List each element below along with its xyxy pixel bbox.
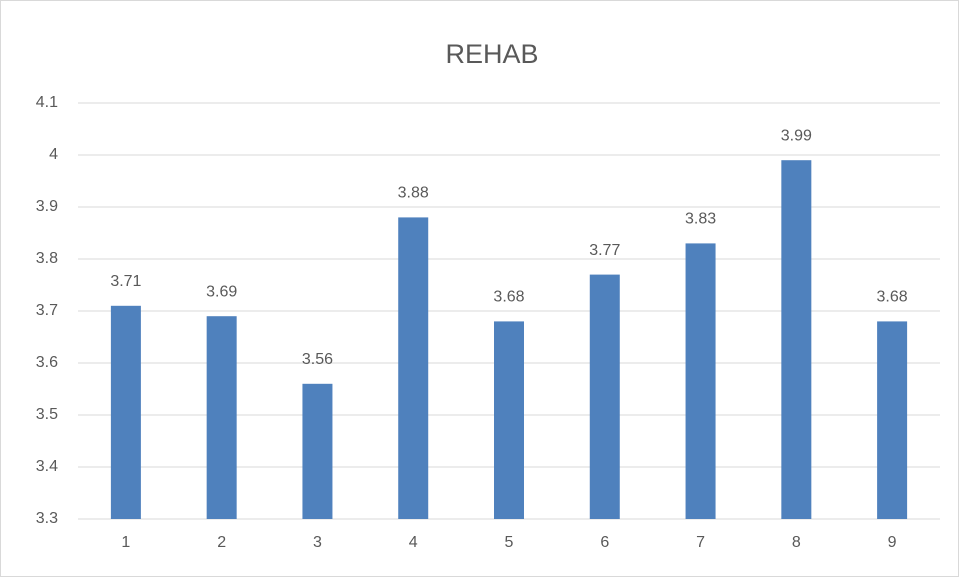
data-label: 3.77 (589, 242, 620, 259)
x-tick-label: 7 (696, 534, 705, 551)
y-tick-label: 3.9 (36, 198, 58, 215)
data-label: 3.99 (781, 127, 812, 144)
data-label: 3.88 (398, 185, 429, 202)
y-tick-label: 3.5 (36, 406, 58, 423)
x-tick-label: 3 (313, 534, 322, 551)
x-tick-label: 5 (505, 534, 514, 551)
x-tick-label: 8 (792, 534, 801, 551)
y-tick-label: 4.1 (36, 94, 58, 111)
y-tick-label: 4 (49, 146, 58, 163)
data-label: 3.68 (877, 289, 908, 306)
chart-title: REHAB (445, 39, 538, 69)
bar (589, 274, 620, 519)
data-label: 3.83 (685, 211, 716, 228)
bar (781, 160, 812, 519)
y-tick-label: 3.3 (36, 510, 58, 527)
data-label: 3.69 (206, 283, 237, 300)
data-label: 3.71 (110, 273, 141, 290)
x-tick-label: 1 (121, 534, 130, 551)
data-label: 3.68 (493, 289, 524, 306)
y-tick-label: 3.7 (36, 302, 58, 319)
bar (877, 321, 908, 519)
data-label: 3.56 (302, 351, 333, 368)
bar (302, 383, 333, 519)
bar (206, 316, 237, 519)
y-tick-label: 3.8 (36, 250, 58, 267)
x-tick-label: 6 (600, 534, 609, 551)
bar (398, 217, 429, 519)
x-tick-label: 2 (217, 534, 226, 551)
x-tick-label: 4 (409, 534, 418, 551)
bar (110, 305, 141, 519)
y-tick-label: 3.6 (36, 354, 58, 371)
y-tick-label: 3.4 (36, 458, 58, 475)
bar (685, 243, 716, 519)
bar (494, 321, 524, 519)
x-tick-label: 9 (888, 534, 897, 551)
